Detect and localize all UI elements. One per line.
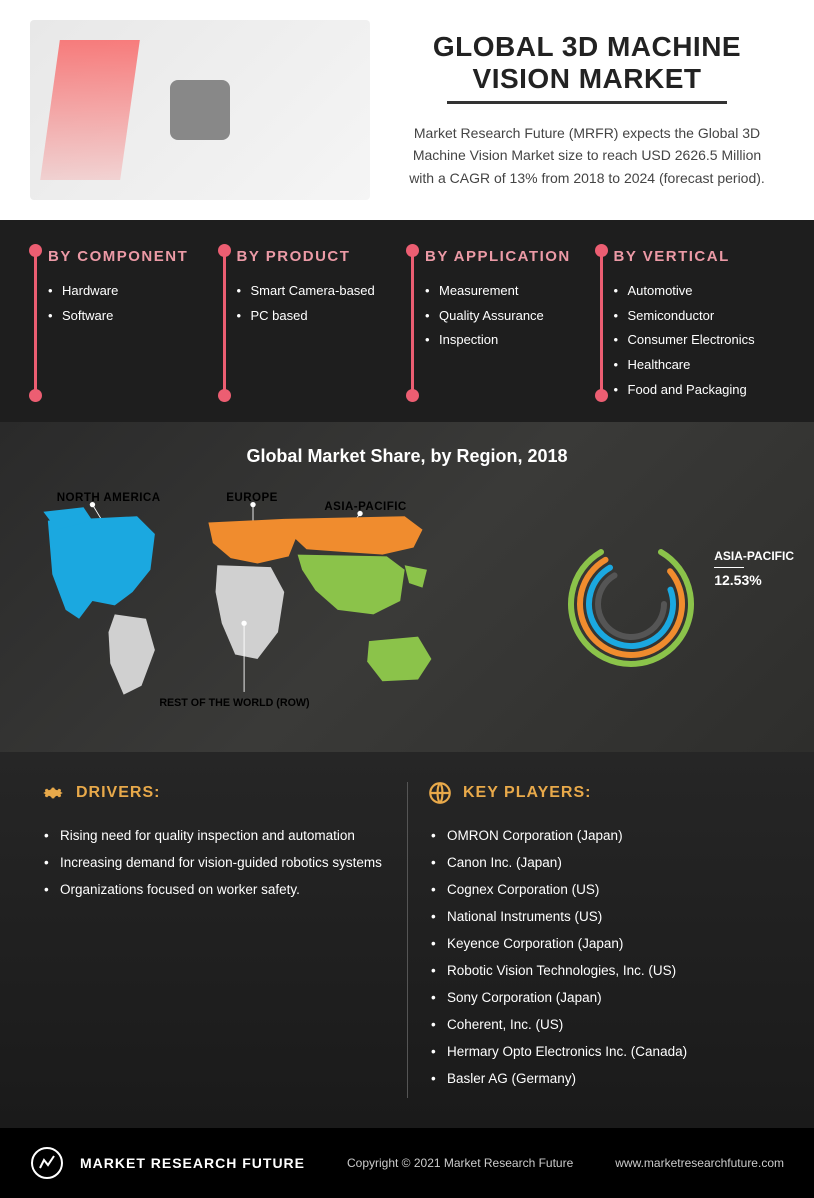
donut-highlight: ASIA-PACIFIC 12.53% — [714, 549, 794, 588]
bottom-section: DRIVERS: Rising need for quality inspect… — [0, 752, 814, 1128]
map-section: Global Market Share, by Region, 2018 NOR… — [0, 422, 814, 752]
list-item: Coherent, Inc. (US) — [431, 1011, 774, 1038]
title-underline — [447, 101, 727, 104]
category-list: MeasurementQuality AssuranceInspection — [425, 279, 578, 353]
donut-highlight-value: 12.53% — [714, 572, 794, 588]
hero-illustration — [30, 20, 370, 200]
category-title: BY APPLICATION — [425, 248, 578, 265]
label-asia-pacific: ASIA-PACIFIC — [324, 501, 407, 513]
footer-logo-icon — [30, 1146, 64, 1180]
gears-icon — [40, 780, 66, 806]
categories-section: BY COMPONENT HardwareSoftware BY PRODUCT Sm… — [0, 220, 814, 422]
category-item: PC based — [237, 304, 390, 329]
category-title: BY COMPONENT — [48, 248, 201, 265]
list-item: Organizations focused on worker safety. — [44, 876, 387, 903]
list-item: Basler AG (Germany) — [431, 1065, 774, 1092]
players-title: KEY PLAYERS: — [463, 784, 591, 802]
footer-url: www.marketresearchfuture.com — [615, 1156, 784, 1170]
world-map: NORTH AMERICA EUROPE ASIA-PACIFIC — [30, 485, 458, 722]
page-subtitle: Market Research Future (MRFR) expects th… — [390, 122, 784, 189]
list-item: Hermary Opto Electronics Inc. (Canada) — [431, 1038, 774, 1065]
list-item: Robotic Vision Technologies, Inc. (US) — [431, 957, 774, 984]
donut-highlight-label: ASIA-PACIFIC — [714, 549, 794, 563]
category-list: Smart Camera-basedPC based — [237, 279, 390, 328]
players-list: OMRON Corporation (Japan)Canon Inc. (Jap… — [427, 822, 774, 1092]
category-item: Consumer Electronics — [614, 328, 767, 353]
category-item: Food and Packaging — [614, 378, 767, 403]
category-column: BY COMPONENT HardwareSoftware — [30, 248, 219, 402]
drivers-list: Rising need for quality inspection and a… — [40, 822, 387, 903]
list-item: Increasing demand for vision-guided robo… — [44, 849, 387, 876]
list-item: Canon Inc. (Japan) — [431, 849, 774, 876]
map-title: Global Market Share, by Region, 2018 — [30, 446, 784, 467]
label-north-america: NORTH AMERICA — [57, 492, 161, 504]
category-column: BY APPLICATION MeasurementQuality Assuran… — [407, 248, 596, 402]
category-item: Software — [48, 304, 201, 329]
list-item: Sony Corporation (Japan) — [431, 984, 774, 1011]
category-title: BY VERTICAL — [614, 248, 767, 265]
category-item: Inspection — [425, 328, 578, 353]
footer: MARKET RESEARCH FUTURE Copyright © 2021 … — [0, 1128, 814, 1198]
donut-chart: ASIA-PACIFIC 12.53% — [478, 519, 784, 689]
list-item: Rising need for quality inspection and a… — [44, 822, 387, 849]
category-list: HardwareSoftware — [48, 279, 201, 328]
category-list: AutomotiveSemiconductorConsumer Electron… — [614, 279, 767, 402]
category-item: Semiconductor — [614, 304, 767, 329]
category-item: Measurement — [425, 279, 578, 304]
drivers-column: DRIVERS: Rising need for quality inspect… — [40, 780, 387, 1092]
category-title: BY PRODUCT — [237, 248, 390, 265]
globe-icon — [427, 780, 453, 806]
header-section: GLOBAL 3D MACHINE VISION MARKET Market R… — [0, 0, 814, 220]
footer-copyright: Copyright © 2021 Market Research Future — [321, 1156, 599, 1170]
category-column: BY VERTICAL AutomotiveSemiconductorConsum… — [596, 248, 785, 402]
category-column: BY PRODUCT Smart Camera-basedPC based — [219, 248, 408, 402]
list-item: National Instruments (US) — [431, 903, 774, 930]
label-rest-of-world: REST OF THE WORLD (ROW) — [159, 698, 310, 710]
list-item: Keyence Corporation (Japan) — [431, 930, 774, 957]
category-item: Smart Camera-based — [237, 279, 390, 304]
page-title: GLOBAL 3D MACHINE VISION MARKET — [390, 31, 784, 95]
category-item: Healthcare — [614, 353, 767, 378]
list-item: OMRON Corporation (Japan) — [431, 822, 774, 849]
list-item: Cognex Corporation (US) — [431, 876, 774, 903]
category-item: Quality Assurance — [425, 304, 578, 329]
drivers-title: DRIVERS: — [76, 784, 160, 802]
players-column: KEY PLAYERS: OMRON Corporation (Japan)Ca… — [427, 780, 774, 1092]
category-item: Automotive — [614, 279, 767, 304]
header-text: GLOBAL 3D MACHINE VISION MARKET Market R… — [390, 31, 784, 189]
footer-brand: MARKET RESEARCH FUTURE — [80, 1155, 305, 1171]
category-item: Hardware — [48, 279, 201, 304]
